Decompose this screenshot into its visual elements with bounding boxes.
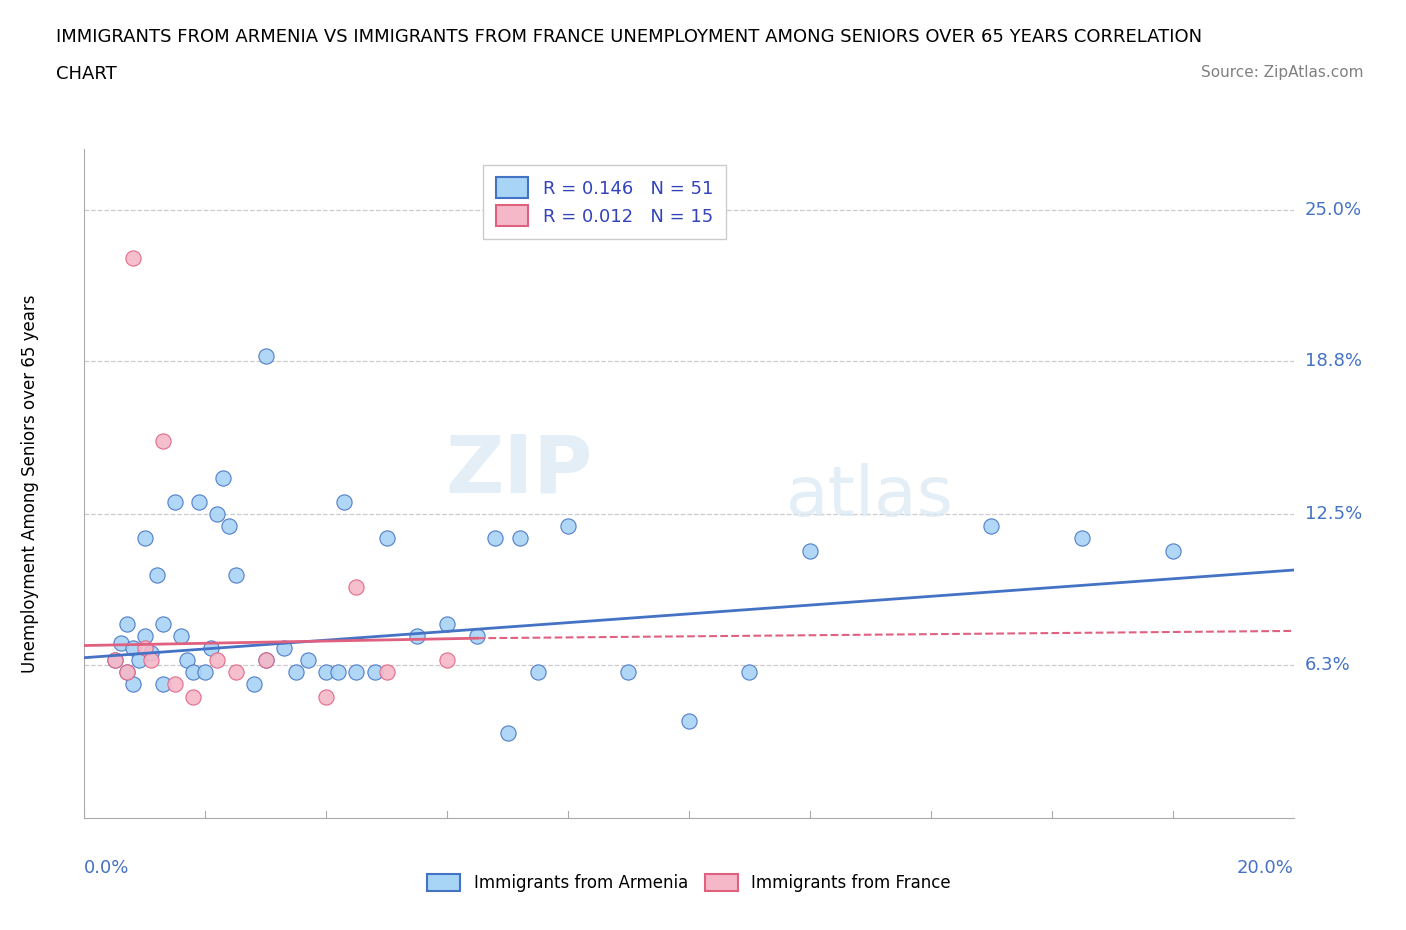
Point [115,665,138,680]
Point [134,641,156,656]
Text: 20.0%: 20.0% [1237,858,1294,877]
Point [139,653,162,668]
Point [152,433,174,448]
Point [212,470,235,485]
Point [315,665,337,680]
Point [152,617,174,631]
Point [110,635,132,650]
Point [1161,543,1184,558]
Point [200,641,222,656]
Point [115,665,138,680]
Point [128,653,150,668]
Text: 25.0%: 25.0% [1305,201,1362,219]
Point [467,629,489,644]
Point [121,677,143,692]
Point [194,665,217,680]
Text: IMMIGRANTS FROM ARMENIA VS IMMIGRANTS FROM FRANCE UNEMPLOYMENT AMONG SENIORS OVE: IMMIGRANTS FROM ARMENIA VS IMMIGRANTS FR… [56,28,1202,46]
Text: ZIP: ZIP [444,432,592,510]
Text: 0.0%: 0.0% [84,858,129,877]
Point [254,653,277,668]
Point [617,665,640,680]
Point [375,531,398,546]
Point [134,531,156,546]
Point [181,689,204,704]
Point [346,579,368,594]
Point [163,495,186,510]
Point [1071,531,1094,546]
Point [436,617,458,631]
Legend: Immigrants from Armenia, Immigrants from France: Immigrants from Armenia, Immigrants from… [420,867,957,898]
Point [980,519,1002,534]
Point [207,653,229,668]
Point [284,665,308,680]
Text: 18.8%: 18.8% [1305,352,1361,369]
Point [225,665,247,680]
Point [104,653,127,668]
Point [254,653,277,668]
Point [436,653,458,668]
Point [225,567,247,582]
Point [273,641,295,656]
Point [121,641,143,656]
Point [242,677,264,692]
Point [176,653,198,668]
Point [678,713,700,728]
Text: CHART: CHART [56,65,117,83]
Point [254,349,277,364]
Point [152,677,174,692]
Point [375,665,398,680]
Point [315,689,337,704]
Point [346,665,368,680]
Point [188,495,211,510]
Point [509,531,531,546]
Point [557,519,579,534]
Point [484,531,506,546]
Point [170,629,193,644]
Point [121,251,143,266]
Point [297,653,319,668]
Point [328,665,350,680]
Text: 12.5%: 12.5% [1305,505,1362,523]
Point [139,645,162,660]
Point [333,495,356,510]
Point [526,665,548,680]
Text: Source: ZipAtlas.com: Source: ZipAtlas.com [1201,65,1364,80]
Point [207,507,229,522]
Point [218,519,240,534]
Point [181,665,204,680]
Point [799,543,821,558]
Point [146,567,169,582]
Point [496,725,519,740]
Point [738,665,761,680]
Point [104,653,127,668]
Point [363,665,385,680]
Point [134,629,156,644]
Point [406,629,429,644]
Text: 6.3%: 6.3% [1305,656,1350,674]
Point [163,677,186,692]
Point [115,617,138,631]
Legend: R = 0.146   N = 51, R = 0.012   N = 15: R = 0.146 N = 51, R = 0.012 N = 15 [484,165,725,239]
Text: atlas: atlas [786,463,953,530]
Text: Unemployment Among Seniors over 65 years: Unemployment Among Seniors over 65 years [21,295,39,672]
